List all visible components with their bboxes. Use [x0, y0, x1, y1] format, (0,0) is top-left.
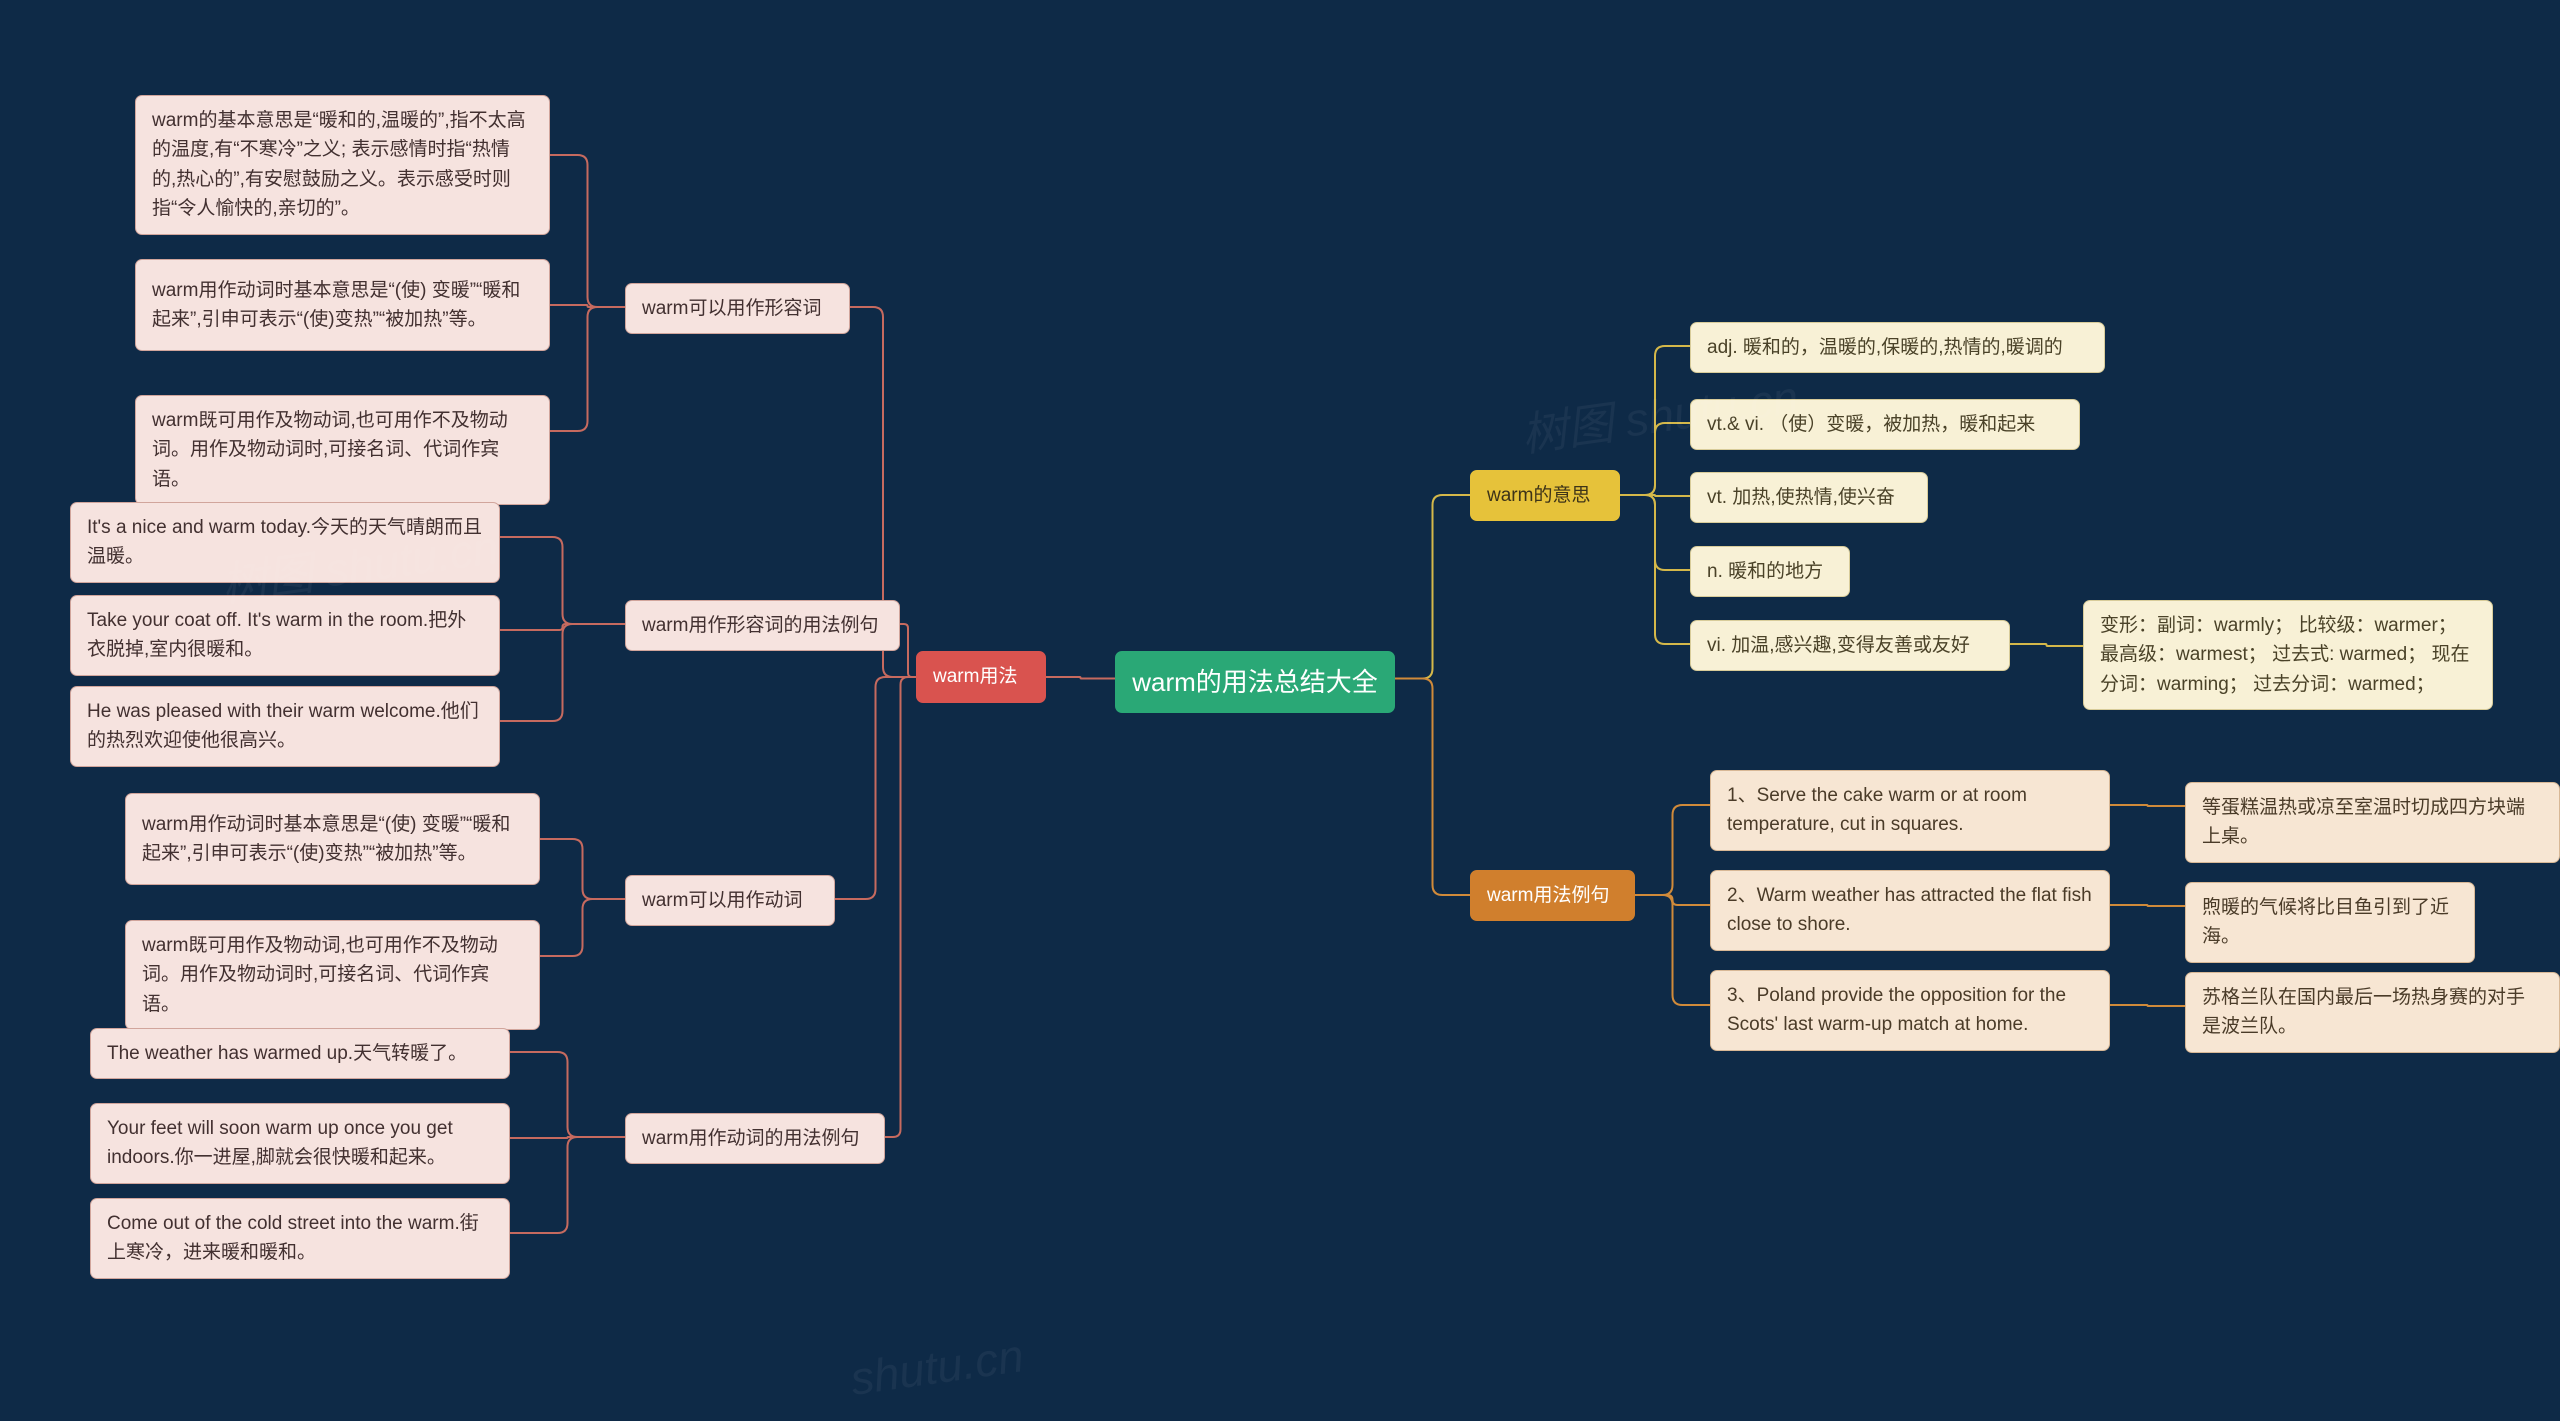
node-verb_leaf2[interactable]: warm既可用作及物动词,也可用作不及物动词。用作及物动词时,可接名词、代词作宾…: [125, 920, 540, 1030]
node-verb_ex3[interactable]: Come out of the cold street into the war…: [90, 1198, 510, 1279]
node-meaning[interactable]: warm的意思: [1470, 470, 1620, 521]
node-adj_ex_cat[interactable]: warm用作形容词的用法例句: [625, 600, 900, 651]
node-ex3[interactable]: 3、Poland provide the opposition for the …: [1710, 970, 2110, 1051]
node-mean3[interactable]: vt. 加热,使热情,使兴奋: [1690, 472, 1928, 523]
node-mean5[interactable]: vi. 加温,感兴趣,变得友善或友好: [1690, 620, 2010, 671]
node-adj_ex3[interactable]: He was pleased with their warm welcome.他…: [70, 686, 500, 767]
node-adj_ex1[interactable]: It's a nice and warm today.今天的天气晴朗而且温暖。: [70, 502, 500, 583]
node-verb_ex2[interactable]: Your feet will soon warm up once you get…: [90, 1103, 510, 1184]
node-adj_leaf3[interactable]: warm既可用作及物动词,也可用作不及物动词。用作及物动词时,可接名词、代词作宾…: [135, 395, 550, 505]
node-adj_leaf2[interactable]: warm用作动词时基本意思是“(使) 变暖”“暖和起来”,引申可表示“(使)变热…: [135, 259, 550, 351]
node-ex2[interactable]: 2、Warm weather has attracted the flat fi…: [1710, 870, 2110, 951]
node-mean4[interactable]: n. 暖和的地方: [1690, 546, 1850, 597]
node-ex3_tr[interactable]: 苏格兰队在国内最后一场热身赛的对手是波兰队。: [2185, 972, 2560, 1053]
node-mean5_sub[interactable]: 变形：副词：warmly； 比较级：warmer； 最高级：warmest； 过…: [2083, 600, 2493, 710]
node-verb_leaf1[interactable]: warm用作动词时基本意思是“(使) 变暖”“暖和起来”,引申可表示“(使)变热…: [125, 793, 540, 885]
node-ex1_tr[interactable]: 等蛋糕温热或凉至室温时切成四方块端上桌。: [2185, 782, 2560, 863]
node-adj_cat[interactable]: warm可以用作形容词: [625, 283, 850, 334]
node-verb_ex1[interactable]: The weather has warmed up.天气转暖了。: [90, 1028, 510, 1079]
node-verb_ex_cat[interactable]: warm用作动词的用法例句: [625, 1113, 885, 1164]
node-usage[interactable]: warm用法: [916, 651, 1046, 703]
node-verb_cat[interactable]: warm可以用作动词: [625, 875, 835, 926]
node-ex2_tr[interactable]: 煦暖的气候将比目鱼引到了近海。: [2185, 882, 2475, 963]
node-adj_ex2[interactable]: Take your coat off. It's warm in the roo…: [70, 595, 500, 676]
node-center[interactable]: warm的用法总结大全: [1115, 651, 1395, 713]
node-mean1[interactable]: adj. 暖和的，温暖的,保暖的,热情的,暖调的: [1690, 322, 2105, 373]
node-examples[interactable]: warm用法例句: [1470, 870, 1635, 921]
node-adj_leaf1[interactable]: warm的基本意思是“暖和的,温暖的”,指不太高的温度,有“不寒冷”之义; 表示…: [135, 95, 550, 235]
node-mean2[interactable]: vt.& vi. （使）变暖，被加热，暖和起来: [1690, 399, 2080, 450]
node-ex1[interactable]: 1、Serve the cake warm or at room tempera…: [1710, 770, 2110, 851]
